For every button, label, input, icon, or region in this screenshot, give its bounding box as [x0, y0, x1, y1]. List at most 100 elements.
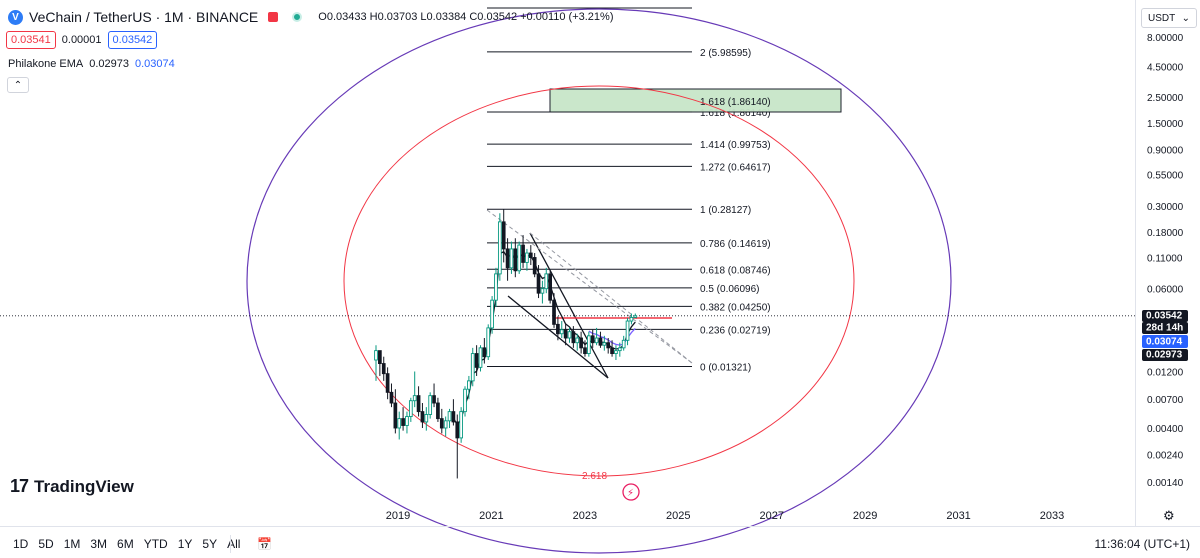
calendar-icon[interactable]: 📅 — [257, 537, 273, 551]
range-button-6m[interactable]: 6M — [117, 537, 134, 551]
symbol-legend[interactable]: V VeChain / TetherUS · 1M · BINANCE O0.0… — [8, 9, 613, 25]
candle — [459, 407, 463, 443]
range-button-1m[interactable]: 1M — [63, 537, 81, 551]
countdown-label-bg — [1142, 322, 1188, 334]
candle-body — [497, 221, 502, 275]
candle-body — [629, 317, 634, 322]
candle-body — [432, 395, 436, 404]
lightning-icon[interactable] — [622, 483, 640, 501]
tradingview-wordmark: TradingView — [34, 476, 134, 496]
last-price-label: 0.03542 — [1146, 311, 1183, 322]
candle-body — [455, 421, 460, 439]
range-button-all[interactable]: All — [227, 537, 241, 551]
candle — [412, 371, 417, 408]
fib-level-label: 0.786 (0.14619) — [700, 239, 771, 250]
y-tick-label: 0.55000 — [1147, 171, 1184, 182]
candle — [470, 347, 475, 387]
fib-level-label: 0.382 (0.04250) — [700, 302, 771, 313]
candle — [490, 296, 494, 334]
candle-body — [517, 244, 522, 272]
candle — [478, 345, 483, 372]
symbol-title[interactable]: VeChain / TetherUS · 1M · BINANCE — [29, 9, 259, 25]
candle — [424, 407, 429, 431]
candle — [494, 267, 498, 308]
price-axis[interactable]: 8.00000 4.50000 2.50000 1.50000 0.90000 0.550… — [1147, 33, 1184, 489]
candle-body — [594, 337, 599, 344]
fib-target-label: 1.618 (1.86140) — [700, 97, 771, 108]
candle — [610, 340, 614, 357]
candle-body — [536, 273, 541, 294]
currency-selector[interactable]: USDT ⌄ — [1141, 8, 1197, 28]
candle-body — [381, 363, 386, 375]
candle — [405, 411, 409, 434]
candle-body — [494, 273, 498, 301]
y-tick-label: 0.18000 — [1147, 228, 1184, 239]
candle — [432, 383, 436, 408]
x-tick-label: 2027 — [759, 510, 783, 522]
y-tick-label: 0.00700 — [1147, 395, 1184, 406]
candle — [513, 238, 518, 278]
y-tick-label: 0.00140 — [1147, 478, 1184, 489]
candle-body — [416, 395, 421, 413]
fib-level-label: 1.414 (0.99753) — [700, 140, 771, 151]
candle — [525, 248, 529, 271]
range-buttons: 1D 5D 1M 3M 6M YTD 1Y 5Y All — [8, 537, 245, 551]
candle — [625, 317, 630, 346]
candle-body — [509, 248, 514, 269]
candle — [567, 327, 572, 343]
countdown-label: 28d 14h — [1146, 323, 1183, 334]
toolbar-separator — [230, 535, 231, 553]
candle — [583, 340, 587, 357]
range-button-5d[interactable]: 5D — [38, 537, 54, 551]
candle-body — [378, 350, 382, 365]
candle-body — [443, 420, 448, 429]
candle-body — [532, 257, 537, 275]
candle — [563, 324, 568, 346]
ema-blue-label-bg — [1142, 335, 1188, 348]
fib-level-label: 0.236 (0.02719) — [700, 325, 771, 336]
data-live-icon[interactable] — [292, 12, 303, 22]
candle-body — [447, 411, 452, 422]
chevron-down-icon: ⌄ — [1181, 12, 1190, 24]
candle-body — [490, 299, 494, 329]
candle-body — [556, 323, 560, 335]
candle-body — [583, 347, 587, 355]
fib-level-label: 0.5 (0.06096) — [700, 284, 760, 295]
range-button-ytd[interactable]: YTD — [143, 537, 168, 551]
market-closed-icon[interactable] — [268, 12, 279, 22]
x-tick-label: 2021 — [479, 510, 503, 522]
candle-body — [548, 273, 552, 301]
range-button-3m[interactable]: 3M — [90, 537, 108, 551]
candle — [393, 389, 398, 434]
trend-lines — [0, 209, 1135, 379]
tradingview-logo[interactable]: 17 TradingView — [10, 476, 134, 497]
candle — [598, 331, 603, 348]
candle — [474, 345, 479, 376]
indicator-name[interactable]: Philakone EMA — [8, 58, 84, 70]
buy-button[interactable]: 0.03542 — [107, 31, 158, 49]
y-tick-label: 4.50000 — [1147, 63, 1184, 74]
range-button-5y[interactable]: 5Y — [202, 537, 218, 551]
time-axis-divider — [0, 526, 1200, 527]
sell-button[interactable]: 0.03541 — [6, 31, 56, 49]
candle-body — [579, 337, 583, 349]
candle-body — [451, 411, 456, 423]
fib-level-label: 2 (5.98595) — [700, 48, 751, 59]
time-axis[interactable]: 2019 2021 2023 2025 2027 2029 2031 2033 — [386, 510, 1064, 522]
last-price-label-bg — [1142, 310, 1188, 322]
candle — [385, 367, 390, 400]
candle-body — [552, 299, 556, 325]
y-tick-label: 0.30000 — [1147, 202, 1184, 213]
clock[interactable]: 11:36:04 (UTC+1) — [1094, 537, 1191, 551]
collapse-legend-button[interactable]: ⌃ — [7, 77, 29, 93]
indicator-legend[interactable]: Philakone EMA 0.02973 0.03074 — [8, 58, 175, 70]
spread-value: 0.00001 — [61, 34, 102, 46]
range-button-1y[interactable]: 1Y — [177, 537, 193, 551]
range-button-1d[interactable]: 1D — [13, 537, 29, 551]
candle-body — [428, 395, 433, 415]
candle-body — [575, 337, 580, 344]
bottom-toolbar: 1D 5D 1M 3M 6M YTD 1Y 5Y All 📅 11:36:04 (UTC+1) — [0, 530, 1200, 558]
candle-body — [463, 388, 467, 413]
gear-icon[interactable]: ⚙ — [1163, 508, 1175, 523]
